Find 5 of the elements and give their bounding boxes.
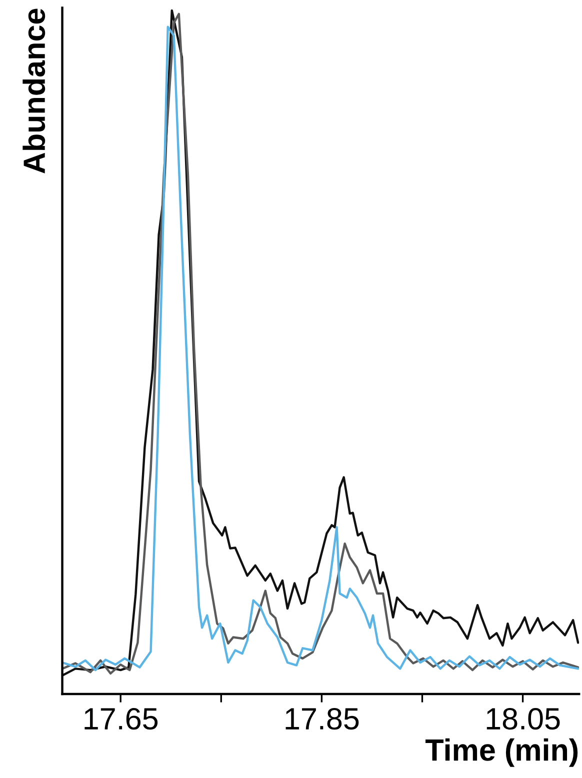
x-tick-label: 18.05 (486, 708, 560, 730)
x-tick-label: 17.85 (286, 708, 359, 730)
x-tick-label: 17.65 (84, 708, 158, 730)
y-axis-title: Abundance (22, 8, 46, 174)
x-axis-title: Time (min) (425, 738, 578, 767)
